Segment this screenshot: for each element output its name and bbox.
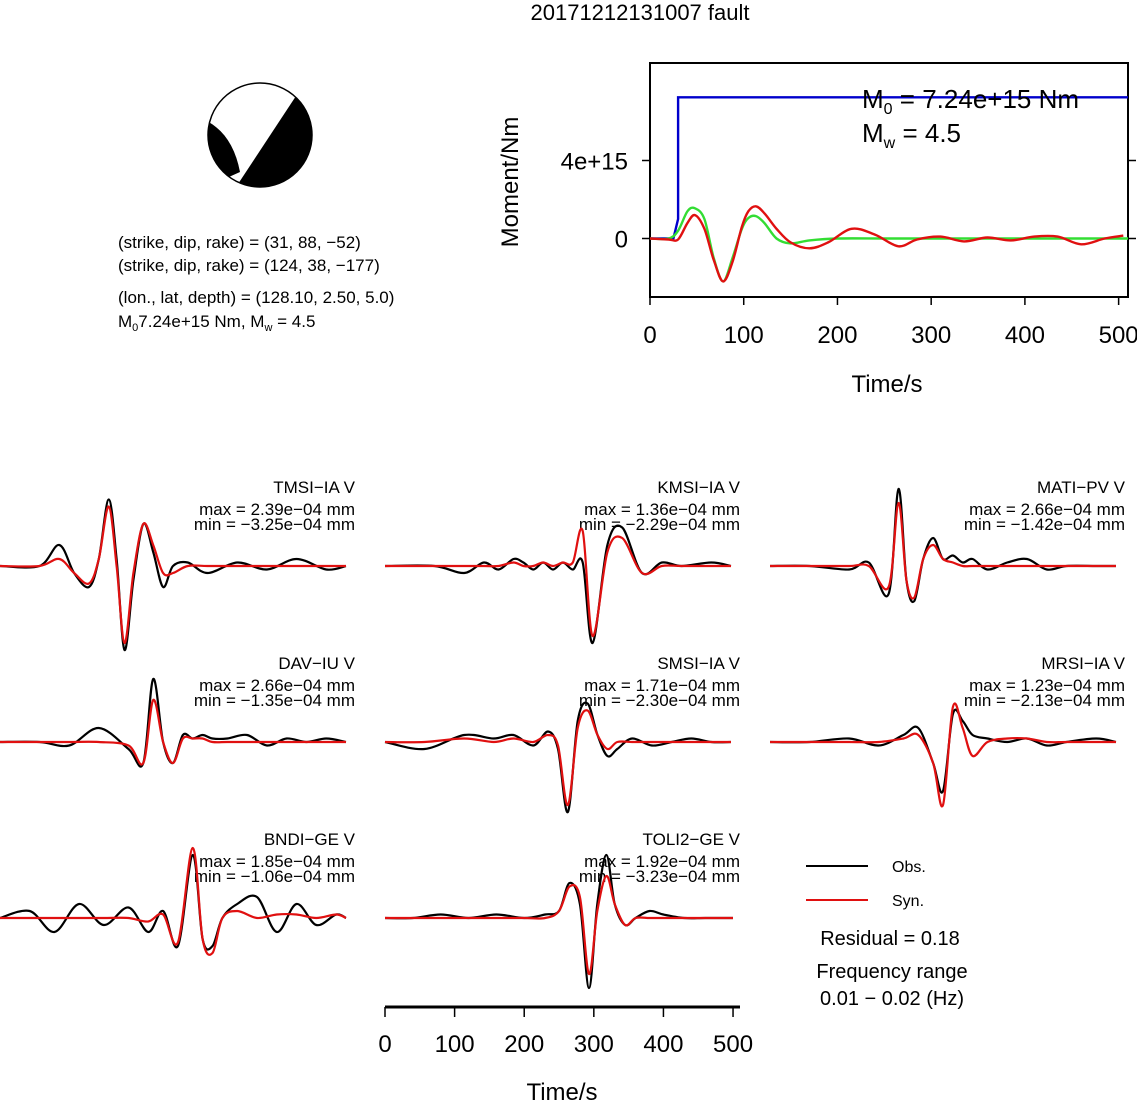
station-max: max = 1.92e−04 mm xyxy=(584,852,740,871)
station-name: DAV−IU V xyxy=(278,654,355,673)
waveform-x-tick-label: 300 xyxy=(574,1031,614,1058)
station-max: max = 1.36e−04 mm xyxy=(584,500,740,519)
moment-series-group xyxy=(649,96,1129,283)
moment-cumulative-line xyxy=(650,96,1128,240)
waveform-x-label: Time/s xyxy=(526,1079,597,1104)
station-min: min = −2.13e−04 mm xyxy=(964,691,1125,710)
station-min: min = −2.29e−04 mm xyxy=(579,515,740,534)
observed-trace xyxy=(384,524,732,645)
legend: Obs. Syn. xyxy=(806,859,926,910)
frequency-range-label: Frequency range xyxy=(816,961,967,983)
frequency-range-value: 0.01 − 0.02 (Hz) xyxy=(820,988,964,1010)
moment-x-label: Time/s xyxy=(851,371,922,398)
synthetic-trace xyxy=(385,874,733,976)
moment-x-tick-label: 300 xyxy=(911,322,951,349)
observed-trace xyxy=(769,708,1117,794)
station-max: max = 1.85e−04 mm xyxy=(199,852,355,871)
beachball-outline xyxy=(207,82,313,188)
moment-x-tick-label: 400 xyxy=(1005,322,1045,349)
station-name: BNDI−GE V xyxy=(264,830,356,849)
moment-y-label: Moment/Nm xyxy=(497,117,524,248)
hypocenter-location: (lon., lat, depth) = (128.10, 2.50, 5.0) xyxy=(118,288,394,307)
waveform-x-tick-label: 400 xyxy=(643,1031,683,1058)
moment-y-tick-label: 4e+15 xyxy=(561,149,628,176)
synthetic-trace xyxy=(769,702,1116,808)
moment-panel-frame xyxy=(649,62,1129,298)
station-name: SMSI−IA V xyxy=(657,654,740,673)
synthetic-trace xyxy=(0,846,347,956)
mw-annotation-sub: w xyxy=(883,135,896,152)
m0-annotation-text: = 7.24e+15 Nm xyxy=(893,84,1079,114)
station-max: max = 1.71e−04 mm xyxy=(584,676,740,695)
m0-annotation-sub: 0 xyxy=(884,101,893,118)
focal-m0-sub: 0 xyxy=(132,322,138,334)
waveform-x-tick-label: 100 xyxy=(435,1031,475,1058)
observed-trace xyxy=(384,853,733,990)
station-min: min = −3.25e−04 mm xyxy=(194,515,355,534)
focal-m0-text: 7.24e+15 Nm, M xyxy=(138,312,264,331)
synthetic-trace xyxy=(384,709,731,807)
station-name: KMSI−IA V xyxy=(657,478,740,497)
focal-moment-line: M07.24e+15 Nm, Mw = 4.5 xyxy=(118,312,315,334)
station-min: min = −1.06e−04 mm xyxy=(194,867,355,886)
moment-x-tick-label: 0 xyxy=(643,322,656,349)
figure-title: 20171212131007 fault xyxy=(531,0,750,25)
waveform-time-axis: Time/s 0 100 200 300 400 500 xyxy=(378,1005,753,1104)
station-name: TMSI−IA V xyxy=(273,478,355,497)
moment-y-tick-label: 0 xyxy=(615,227,628,254)
mw-annotation-text: = 4.5 xyxy=(895,118,961,148)
moment-axis-ticks: 0 100 200 300 400 500 0 4e+15 xyxy=(561,149,1137,350)
station-min: min = −3.23e−04 mm xyxy=(579,867,740,886)
nodal-plane-1: (strike, dip, rake) = (31, 88, −52) xyxy=(118,233,361,252)
moment-x-tick-label: 100 xyxy=(724,322,764,349)
moment-x-tick-label: 500 xyxy=(1099,322,1137,349)
waveform-x-tick-label: 200 xyxy=(504,1031,544,1058)
legend-syn-label: Syn. xyxy=(892,893,924,910)
observed-trace xyxy=(0,677,347,768)
moment-rate-synthetic-line xyxy=(649,205,1124,283)
station-max: max = 1.23e−04 mm xyxy=(969,676,1125,695)
station-min: min = −1.35e−04 mm xyxy=(194,691,355,710)
waveform-x-tick-label: 0 xyxy=(378,1031,391,1058)
legend-obs-label: Obs. xyxy=(892,859,926,876)
focal-mw-text: = 4.5 xyxy=(272,312,315,331)
moment-x-tick-label: 200 xyxy=(817,322,857,349)
observed-trace xyxy=(384,701,732,814)
station-min: min = −2.30e−04 mm xyxy=(579,691,740,710)
station-max: max = 2.66e−04 mm xyxy=(969,500,1125,519)
synthetic-trace xyxy=(769,501,1116,600)
synthetic-trace xyxy=(0,698,346,766)
synthetic-trace xyxy=(384,527,731,638)
station-name: MATI−PV V xyxy=(1037,478,1126,497)
station-name: TOLI2−GE V xyxy=(643,830,741,849)
moment-rate-line xyxy=(649,206,1129,283)
station-min: min = −1.42e−04 mm xyxy=(964,515,1125,534)
station-name: MRSI−IA V xyxy=(1041,654,1125,673)
mw-annotation: Mw = 4.5 xyxy=(862,118,961,152)
synthetic-trace xyxy=(0,505,346,645)
waveform-x-tick-label: 500 xyxy=(713,1031,753,1058)
nodal-plane-2: (strike, dip, rake) = (124, 38, −177) xyxy=(118,256,380,275)
residual-text: Residual = 0.18 xyxy=(820,928,960,950)
focal-mechanism-beachball xyxy=(207,82,313,188)
m0-annotation: M0 = 7.24e+15 Nm xyxy=(862,84,1079,118)
station-max: max = 2.39e−04 mm xyxy=(199,500,355,519)
focal-mw-sub: w xyxy=(263,322,272,334)
station-max: max = 2.66e−04 mm xyxy=(199,676,355,695)
